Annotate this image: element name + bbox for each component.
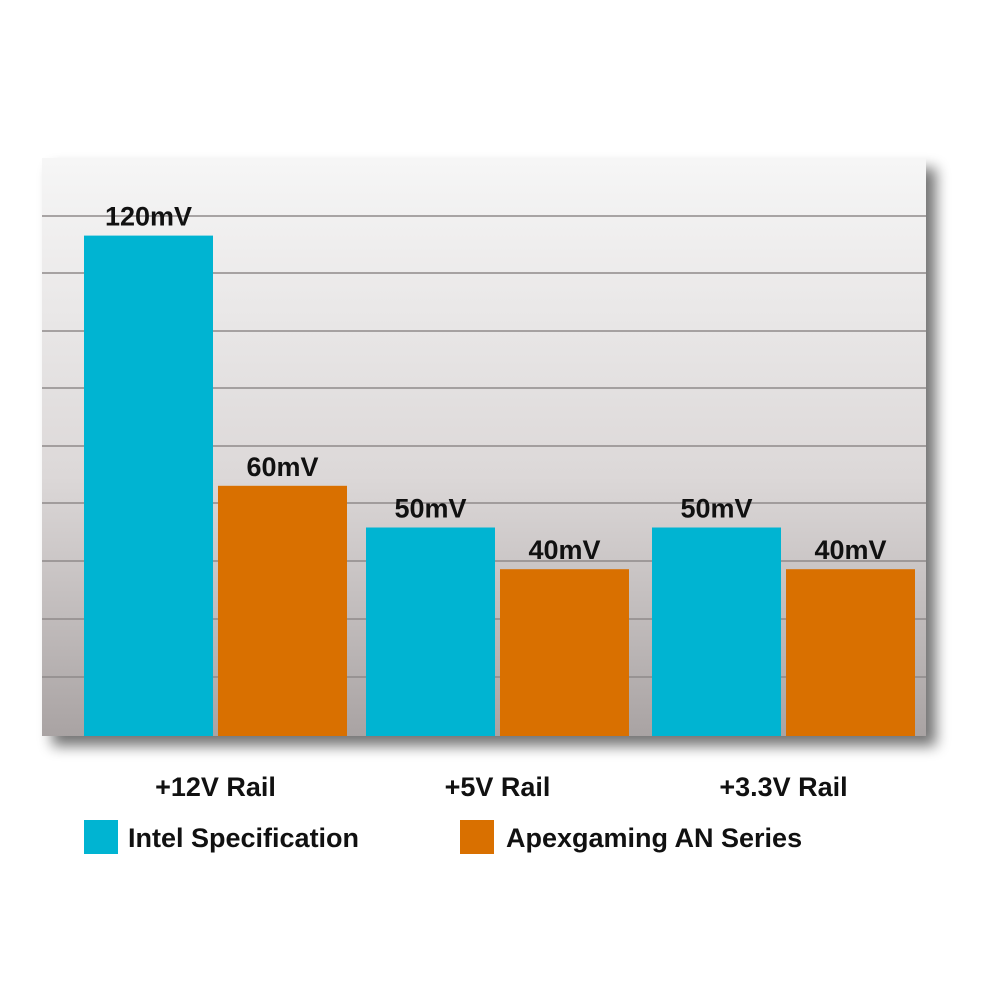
legend: Intel Specification Apexgaming AN Series (84, 820, 802, 854)
legend-item-intel: Intel Specification (84, 820, 359, 854)
bar-value-label: 40mV (814, 535, 886, 565)
bar-intel-2 (652, 527, 781, 736)
legend-label-intel: Intel Specification (128, 823, 359, 853)
category-label: +12V Rail (155, 772, 276, 802)
bar-intel-1 (366, 527, 495, 736)
bar-labels: 120mV 60mV 50mV 40mV 50mV 40mV (105, 202, 887, 566)
bar-intel-0 (84, 235, 213, 736)
legend-swatch-apexgaming (460, 820, 494, 854)
category-labels: +12V Rail +5V Rail +3.3V Rail (155, 772, 848, 802)
bar-value-label: 40mV (528, 535, 600, 565)
bar-apexgaming-2 (786, 569, 915, 736)
bar-value-label: 50mV (680, 494, 752, 524)
bars (84, 235, 915, 736)
bar-apexgaming-0 (218, 485, 347, 736)
legend-swatch-intel (84, 820, 118, 854)
bar-value-label: 120mV (105, 202, 192, 232)
legend-item-apexgaming: Apexgaming AN Series (460, 820, 802, 854)
category-label: +3.3V Rail (719, 772, 847, 802)
category-label: +5V Rail (445, 772, 551, 802)
bar-apexgaming-1 (500, 569, 629, 736)
bar-value-label: 50mV (394, 494, 466, 524)
legend-label-apexgaming: Apexgaming AN Series (506, 823, 802, 853)
bar-value-label: 60mV (246, 452, 318, 482)
